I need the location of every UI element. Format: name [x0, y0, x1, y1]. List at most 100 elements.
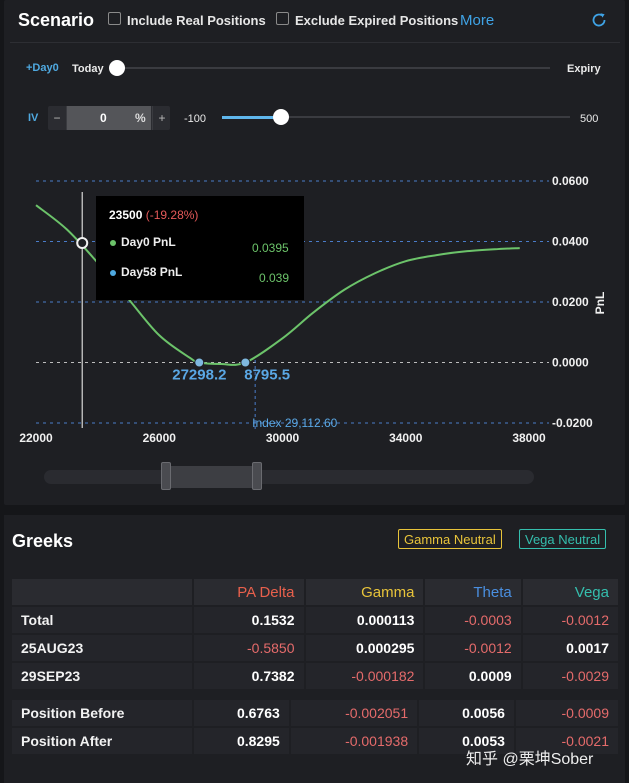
index-label: Index 29,112.60 [252, 416, 338, 430]
range-navigator-window[interactable] [166, 466, 258, 488]
tooltip-day58-label: Day58 PnL [121, 265, 183, 279]
gamma-neutral-button[interactable]: Gamma Neutral [398, 529, 502, 549]
zero-crossing-point [240, 357, 251, 368]
header-theta: Theta [425, 579, 521, 605]
x-tick-label: 34000 [389, 431, 423, 445]
day-slider-handle[interactable] [109, 60, 125, 76]
tooltip-strike: 23500 [109, 208, 143, 222]
header-blank [12, 579, 192, 605]
greeks-title: Greeks [12, 531, 74, 551]
day-slider-track[interactable] [116, 67, 550, 69]
scenario-panel: Scenario Include Real Positions Exclude … [4, 0, 625, 505]
iv-input[interactable]: 0 % [67, 106, 151, 130]
row-label: Position Before [12, 700, 192, 726]
position-table: Position Before 0.6763 -0.002051 0.0056 -0.0… [10, 698, 620, 756]
x-tick-label: 26000 [143, 431, 177, 445]
day58-legend-dot [110, 270, 116, 276]
greeks-row: Position Before 0.6763 -0.002051 0.0056 -0.0… [12, 700, 618, 726]
iv-unit: % [135, 111, 146, 125]
include-real-positions-checkbox[interactable] [108, 12, 121, 25]
exclude-expired-positions-checkbox[interactable] [276, 12, 289, 25]
greek-value-cell: -0.000182 [305, 663, 424, 689]
greeks-row: 29SEP23 0.7382 -0.000182 0.0009 -0.0029 [12, 663, 618, 689]
greeks-table: PA Delta Gamma Theta Vega Total 0.1532 0.0… [10, 577, 620, 691]
iv-min-label: -100 [184, 113, 207, 125]
greeks-row: Position After 0.8295 -0.001938 0.0053 -0.00… [12, 728, 618, 754]
range-handle-left[interactable] [161, 462, 171, 490]
tooltip-day0-label: Day0 PnL [121, 235, 176, 249]
greek-value-cell: 0.0009 [425, 663, 521, 689]
refresh-icon[interactable] [590, 11, 608, 29]
greek-value-cell: -0.0009 [515, 700, 618, 726]
iv-slider-fill [222, 115, 282, 119]
range-navigator-track[interactable] [44, 470, 534, 484]
row-label: 29SEP23 [12, 663, 192, 689]
zero-crossing-point [194, 357, 205, 368]
include-real-positions-label[interactable]: Include Real Positions [127, 13, 266, 28]
pnl-chart[interactable]: 0.0600 0.0400 0.0200 0.0000 -0.0200 22000 2600… [4, 150, 625, 450]
y-tick-label: 0.0200 [552, 295, 589, 309]
exclude-expired-positions-label[interactable]: Exclude Expired Positions [295, 13, 459, 28]
greek-value-cell: 0.7382 [194, 663, 304, 689]
row-label: Position After [12, 728, 192, 754]
day0-legend-dot [110, 240, 116, 246]
iv-slider-handle[interactable] [273, 109, 290, 125]
range-handle-right[interactable] [252, 462, 262, 490]
chart-tooltip: 23500 (-19.28%) Day0 PnL 0.0395 Day58 Pn… [96, 196, 304, 300]
y-tick-label: 0.0000 [552, 356, 589, 370]
zero-crossing-label: 8795.5 [244, 367, 290, 384]
greek-value-cell: -0.0021 [515, 728, 618, 754]
iv-slider-track[interactable] [222, 115, 570, 119]
y-axis-label: PnL [593, 292, 607, 315]
iv-stepper: − 0 % + [48, 106, 170, 130]
greek-value-cell: 0.0053 [419, 728, 514, 754]
header-gamma: Gamma [305, 579, 424, 605]
iv-label: IV [28, 112, 39, 124]
greek-value-cell: 0.000113 [305, 607, 424, 633]
x-tick-label: 38000 [512, 431, 546, 445]
greek-value-cell: -0.0012 [522, 607, 618, 633]
greek-value-cell: 0.0017 [522, 635, 618, 661]
y-tick-label: -0.0200 [552, 416, 593, 430]
divider [10, 42, 620, 43]
greek-value-cell: 0.6763 [194, 700, 289, 726]
header-pa-delta: PA Delta [194, 579, 304, 605]
tooltip-day58-value: 0.039 [259, 271, 290, 285]
row-label: 25AUG23 [12, 635, 192, 661]
greeks-panel: Greeks Gamma Neutral Vega Neutral PA Del… [4, 515, 625, 783]
iv-value: 0 [100, 111, 107, 125]
greek-value-cell: -0.002051 [290, 700, 418, 726]
tooltip-change: (-19.28%) [145, 208, 199, 222]
iv-max-label: 500 [580, 113, 599, 125]
greeks-header-row: PA Delta Gamma Theta Vega [12, 579, 618, 605]
greek-value-cell: 0.1532 [194, 607, 304, 633]
y-tick-label: 0.0600 [552, 174, 589, 188]
greek-value-cell: -0.0012 [425, 635, 521, 661]
vega-neutral-button[interactable]: Vega Neutral [519, 529, 607, 549]
x-tick-label: 22000 [19, 431, 53, 445]
greeks-row: 25AUG23 -0.5850 0.000295 -0.0012 0.0017 [12, 635, 618, 661]
greeks-row: Total 0.1532 0.000113 -0.0003 -0.0012 [12, 607, 618, 633]
greek-value-cell: 0.000295 [305, 635, 424, 661]
zero-crossing-label: 27298.2 [172, 367, 226, 384]
expiry-label: Expiry [567, 63, 601, 75]
iv-decrease-button[interactable]: − [48, 106, 67, 130]
iv-increase-button[interactable]: + [152, 106, 171, 130]
greek-value-cell: 0.0056 [419, 700, 514, 726]
day-offset-label: +Day0 [26, 62, 59, 74]
greek-value-cell: -0.0029 [522, 663, 618, 689]
tooltip-day0-value: 0.0395 [252, 241, 289, 255]
y-tick-label: 0.0400 [552, 235, 589, 249]
x-tick-label: 30000 [266, 431, 300, 445]
today-label: Today [72, 63, 104, 75]
greek-value-cell: -0.001938 [290, 728, 418, 754]
greek-value-cell: -0.0003 [425, 607, 521, 633]
cursor-point [76, 237, 89, 250]
watermark: 知乎 @栗坤Sober [466, 751, 594, 768]
greek-value-cell: -0.5850 [194, 635, 304, 661]
header-vega: Vega [522, 579, 618, 605]
scenario-title: Scenario [18, 10, 95, 30]
more-link[interactable]: More [460, 12, 495, 29]
row-label: Total [12, 607, 192, 633]
greek-value-cell: 0.8295 [194, 728, 289, 754]
